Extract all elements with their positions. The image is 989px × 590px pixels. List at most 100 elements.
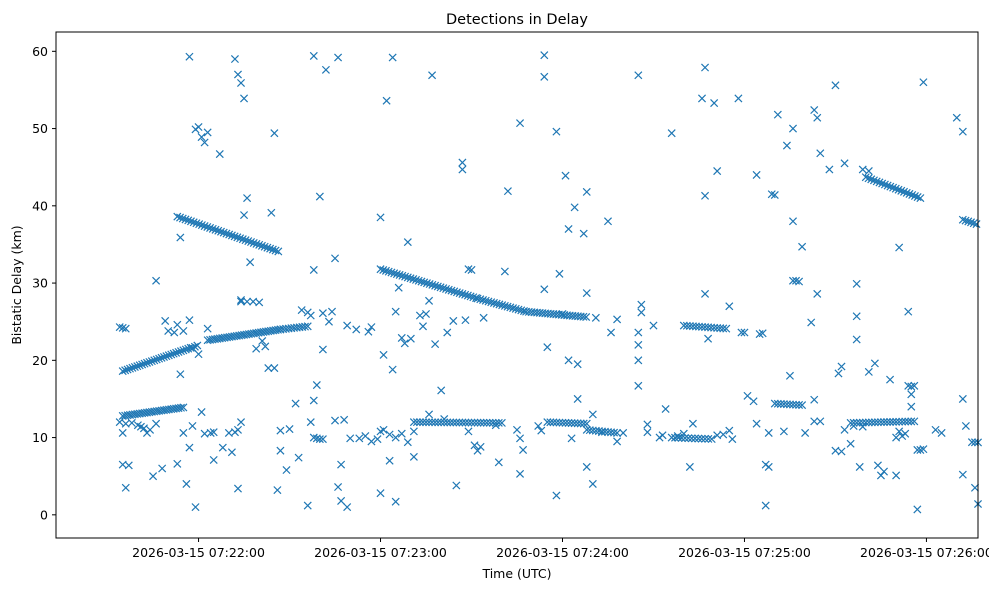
data-point — [241, 236, 250, 245]
data-point — [397, 333, 406, 342]
data-point — [552, 127, 561, 136]
data-point — [555, 269, 564, 278]
data-point — [519, 445, 528, 454]
data-point — [740, 328, 749, 337]
data-point — [916, 194, 925, 203]
data-point — [318, 435, 327, 444]
data-point — [306, 418, 315, 427]
data-point — [613, 437, 622, 446]
data-point — [428, 418, 437, 427]
data-point — [872, 177, 881, 186]
x-tick-label: 2026-03-15 07:22:00 — [132, 545, 265, 560]
data-point — [327, 307, 337, 316]
data-point — [958, 215, 967, 224]
data-point — [268, 245, 277, 254]
data-point — [236, 234, 245, 243]
y-tick-label: 60 — [32, 44, 48, 59]
data-point — [570, 203, 579, 212]
x-tick-label: 2026-03-15 07:25:00 — [678, 545, 811, 560]
data-point — [179, 428, 188, 437]
data-point — [867, 175, 876, 184]
data-point — [425, 418, 434, 427]
data-point — [318, 309, 327, 318]
data-point — [406, 334, 415, 343]
data-point — [879, 418, 889, 427]
data-point — [470, 418, 479, 427]
data-point — [178, 214, 187, 223]
data-point — [206, 428, 215, 437]
x-axis-label: Time (UTC) — [481, 566, 551, 581]
data-point — [725, 302, 734, 311]
data-point — [674, 433, 683, 442]
data-point — [858, 422, 867, 431]
data-point — [367, 323, 376, 332]
data-point — [564, 356, 573, 365]
data-point — [561, 171, 570, 180]
data-point — [485, 418, 494, 427]
data-point — [840, 159, 849, 168]
data-point — [807, 318, 816, 327]
data-point — [447, 286, 456, 295]
data-point — [837, 362, 846, 371]
data-point — [907, 382, 916, 391]
data-point — [200, 138, 209, 147]
data-point — [479, 313, 488, 322]
data-point — [634, 328, 643, 337]
data-point — [418, 418, 428, 427]
data-point — [537, 426, 546, 435]
data-point — [785, 400, 794, 409]
data-point — [634, 340, 643, 349]
data-point — [140, 359, 149, 368]
data-point — [367, 437, 376, 446]
data-point — [467, 265, 476, 274]
data-point — [849, 421, 858, 431]
data-point — [755, 330, 764, 339]
data-point — [758, 329, 767, 338]
data-point — [697, 434, 706, 443]
data-point — [610, 428, 619, 437]
data-point — [752, 170, 761, 179]
data-point — [291, 399, 300, 408]
data-point — [898, 417, 907, 426]
data-point — [798, 242, 807, 251]
data-point — [719, 430, 728, 439]
data-point — [270, 364, 279, 373]
data-point — [258, 336, 267, 346]
data-point — [428, 280, 437, 289]
data-point — [749, 397, 758, 406]
data-point — [764, 428, 773, 437]
data-point — [233, 233, 242, 242]
data-point — [255, 298, 264, 307]
data-point — [130, 362, 139, 371]
data-point — [343, 503, 352, 512]
data-point — [579, 229, 588, 238]
data-point — [236, 78, 246, 88]
data-point — [263, 243, 272, 252]
data-point — [421, 418, 431, 427]
data-point — [159, 352, 168, 361]
data-point — [255, 240, 264, 249]
data-point — [464, 265, 473, 274]
data-point — [181, 215, 190, 224]
data-point — [185, 443, 194, 452]
data-point — [203, 324, 212, 333]
data-point — [164, 326, 173, 335]
data-point — [152, 276, 161, 285]
data-point — [246, 258, 255, 267]
data-point — [244, 237, 253, 246]
data-point — [176, 233, 185, 242]
data-point — [388, 365, 397, 374]
data-point — [864, 167, 873, 176]
data-point — [552, 491, 561, 500]
data-point — [364, 327, 373, 336]
data-point — [870, 359, 879, 368]
data-point — [816, 417, 825, 426]
data-point — [697, 94, 707, 103]
data-point — [376, 489, 385, 498]
data-point — [858, 165, 867, 174]
data-point — [243, 194, 252, 203]
y-tick-label: 30 — [32, 276, 48, 291]
data-point — [297, 306, 306, 315]
data-point — [444, 285, 453, 294]
data-point — [694, 434, 703, 443]
